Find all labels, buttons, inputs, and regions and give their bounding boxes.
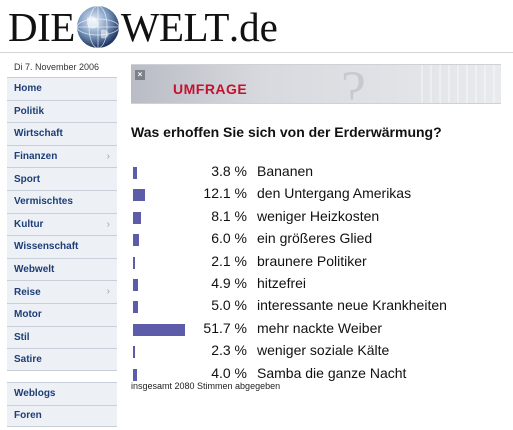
sidebar-nav-secondary: Weblogs Foren bbox=[7, 382, 117, 428]
result-percent: 12.1 % bbox=[203, 185, 247, 202]
sidebar-item-weblogs[interactable]: Weblogs bbox=[7, 382, 117, 405]
result-answer: Samba die ganze Nacht bbox=[257, 364, 407, 381]
result-bar bbox=[133, 189, 146, 202]
sidebar-item-satire[interactable]: Satire bbox=[7, 348, 117, 371]
sidebar-item-vermischtes[interactable]: Vermischtes bbox=[7, 189, 117, 213]
result-bar bbox=[133, 278, 138, 291]
result-answer: weniger Heizkosten bbox=[257, 207, 380, 224]
result-answer: braunere Politiker bbox=[257, 252, 367, 269]
result-percent: 8.1 % bbox=[211, 207, 247, 224]
result-percent: 2.1 % bbox=[211, 252, 247, 269]
poll-result-row: 51.7 % mehr nackte Weiber bbox=[131, 319, 501, 341]
chevron-right-icon: › bbox=[106, 150, 110, 162]
poll-result-row: 6.0 % ein größeres Glied bbox=[131, 229, 501, 251]
sidebar-item-reise[interactable]: Reise › bbox=[7, 280, 117, 303]
sidebar-item-label: Wissenschaft bbox=[14, 241, 79, 253]
vote-total: insgesamt 2080 Stimmen abgegeben bbox=[131, 381, 281, 391]
question-mark-decoration: ? bbox=[341, 64, 366, 104]
poll-question: Was erhoffen Sie sich von der Erderwärmu… bbox=[131, 124, 442, 140]
result-bar bbox=[133, 346, 136, 359]
sidebar-item-label: Finanzen bbox=[14, 151, 58, 163]
result-bar bbox=[133, 167, 137, 179]
sidebar-item-label: Weblogs bbox=[14, 388, 56, 400]
header-divider bbox=[0, 52, 513, 53]
sidebar-item-stil[interactable]: Stil bbox=[7, 325, 117, 349]
site-logo[interactable]: DIE WELT .de bbox=[8, 3, 278, 51]
sidebar-nav: Home Politik Wirtschaft Finanzen › Sport Vermi… bbox=[7, 77, 117, 371]
sidebar-item-finanzen[interactable]: Finanzen › bbox=[7, 144, 117, 168]
sidebar-item-label: Satire bbox=[14, 353, 42, 365]
sidebar-item-label: Motor bbox=[14, 309, 42, 321]
sidebar-item-label: Reise bbox=[14, 286, 41, 298]
sidebar-item-label: Politik bbox=[14, 105, 45, 117]
result-percent: 5.0 % bbox=[211, 297, 247, 314]
result-percent: 51.7 % bbox=[203, 319, 247, 336]
result-bar bbox=[133, 234, 139, 247]
result-answer: hitzefrei bbox=[257, 274, 307, 291]
current-date: Di 7. November 2006 bbox=[14, 62, 100, 72]
globe-icon bbox=[76, 5, 120, 49]
sidebar-item-sport[interactable]: Sport bbox=[7, 167, 117, 190]
poll-result-row: 4.9 % hitzefrei bbox=[131, 274, 501, 296]
sidebar-item-label: Home bbox=[14, 83, 42, 95]
logo-text-suffix: .de bbox=[228, 3, 278, 50]
poll-result-row: 2.1 % braunere Politiker bbox=[131, 252, 501, 274]
sidebar-item-label: Sport bbox=[14, 173, 41, 185]
poll-results: 3.8 % Bananen 12.1 % den Untergang Amerikas… bbox=[131, 162, 501, 386]
result-answer: interessante neue Krankheiten bbox=[257, 297, 447, 314]
banner-stripes bbox=[421, 65, 501, 103]
result-percent: 3.8 % bbox=[211, 163, 247, 179]
logo-text-welt: WELT bbox=[120, 3, 230, 50]
result-percent: 4.0 % bbox=[211, 364, 247, 381]
sidebar-item-label: Kultur bbox=[14, 218, 44, 230]
close-icon[interactable]: × bbox=[135, 70, 145, 80]
result-answer: Bananen bbox=[257, 163, 314, 179]
sidebar-item-politik[interactable]: Politik bbox=[7, 99, 117, 123]
chevron-right-icon: › bbox=[106, 286, 110, 298]
chevron-right-icon: › bbox=[106, 218, 110, 230]
logo-text-die: DIE bbox=[8, 3, 75, 50]
poll-result-row: 8.1 % weniger Heizkosten bbox=[131, 207, 501, 229]
poll-result-row: 12.1 % den Untergang Amerikas bbox=[131, 184, 501, 206]
sidebar-item-wirtschaft[interactable]: Wirtschaft bbox=[7, 122, 117, 145]
sidebar-item-label: Vermischtes bbox=[14, 196, 73, 208]
banner-title: UMFRAGE bbox=[173, 81, 248, 97]
sidebar-item-wissenschaft[interactable]: Wissenschaft bbox=[7, 235, 117, 258]
result-percent: 4.9 % bbox=[211, 274, 247, 291]
sidebar-item-motor[interactable]: Motor bbox=[7, 302, 117, 326]
poll-result-row: 2.3 % weniger soziale Kälte bbox=[131, 341, 501, 363]
result-answer: mehr nackte Weiber bbox=[257, 319, 383, 336]
sidebar-item-label: Foren bbox=[14, 410, 42, 422]
poll-result-row: 5.0 % interessante neue Krankheiten bbox=[131, 296, 501, 318]
poll-result-row: 3.8 % Bananen bbox=[131, 162, 501, 184]
result-bar bbox=[133, 256, 136, 269]
result-bar bbox=[133, 323, 185, 336]
result-bar bbox=[133, 301, 138, 314]
poll-banner: × ? UMFRAGE bbox=[131, 64, 501, 104]
sidebar-item-home[interactable]: Home bbox=[7, 77, 117, 100]
result-answer: ein größeres Glied bbox=[257, 230, 373, 247]
result-bar bbox=[133, 368, 137, 381]
result-bar bbox=[133, 211, 142, 224]
result-percent: 2.3 % bbox=[211, 342, 247, 359]
poll-result-row: 4.0 % Samba die ganze Nacht bbox=[131, 364, 501, 386]
sidebar-item-kultur[interactable]: Kultur › bbox=[7, 212, 117, 236]
sidebar-item-label: Wirtschaft bbox=[14, 128, 63, 140]
result-percent: 6.0 % bbox=[211, 230, 247, 247]
sidebar-item-foren[interactable]: Foren bbox=[7, 404, 117, 428]
sidebar-item-label: Webwelt bbox=[14, 264, 55, 276]
result-answer: weniger soziale Kälte bbox=[257, 342, 390, 359]
sidebar-item-webwelt[interactable]: Webwelt bbox=[7, 257, 117, 281]
sidebar-item-label: Stil bbox=[14, 331, 30, 343]
result-answer: den Untergang Amerikas bbox=[257, 185, 412, 202]
